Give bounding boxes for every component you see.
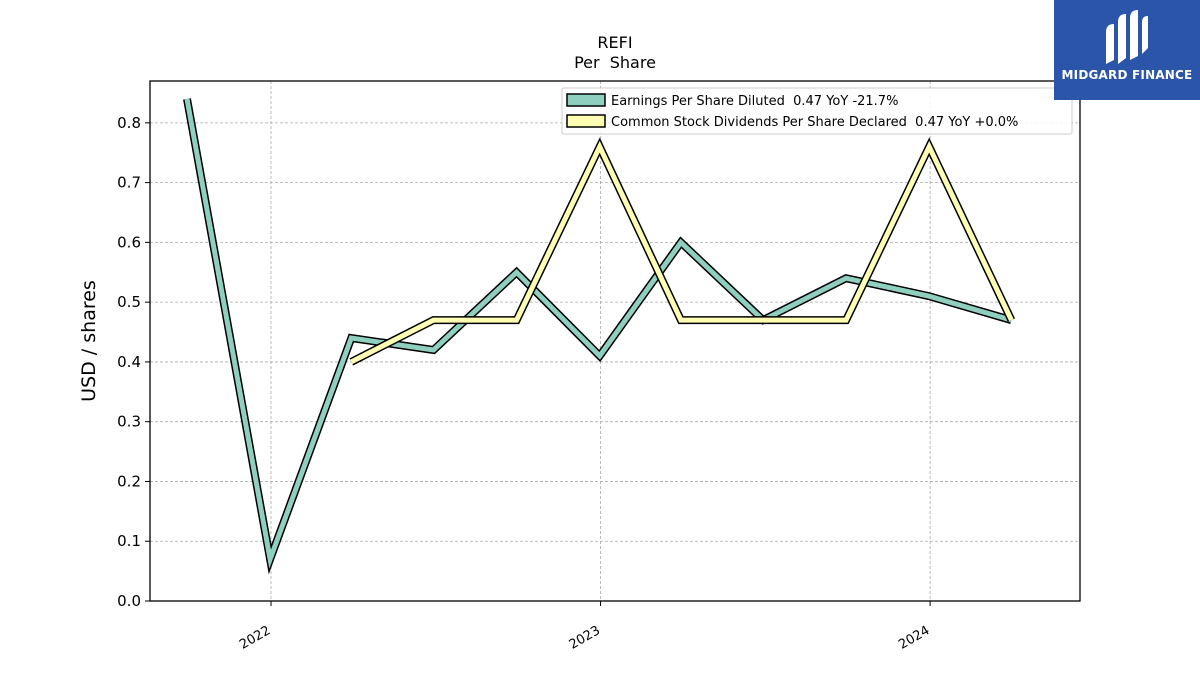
legend-label-dividends: Common Stock Dividends Per Share Declare…	[611, 115, 1018, 130]
y-tick-label: 0.6	[117, 233, 141, 251]
y-axis-label: USD / shares	[78, 280, 100, 402]
plot-frame	[149, 80, 1081, 602]
y-tick-label: 0.2	[117, 472, 141, 490]
midgard-logo-icon	[1106, 10, 1148, 64]
brand-logo: MIDGARD FINANCE	[1054, 0, 1200, 100]
x-tick-label: 2022	[237, 623, 273, 653]
series-dividends	[349, 137, 1016, 366]
legend-swatch-eps	[566, 93, 606, 107]
chart-title: REFI	[597, 33, 632, 52]
brand-name: MIDGARD FINANCE	[1061, 68, 1193, 82]
series-line	[184, 98, 1013, 569]
y-tick-label: 0.1	[117, 532, 141, 550]
y-tick-label: 0.4	[117, 353, 141, 371]
y-tick-label: 0.5	[117, 293, 141, 311]
legend: Earnings Per Share Diluted 0.47 YoY -21.…	[561, 87, 1073, 135]
series-eps	[183, 98, 1013, 575]
legend-swatch-dividends	[566, 114, 606, 128]
y-tick-label: 0.7	[117, 174, 141, 192]
axis-ticks: 0.0 0.1 0.2 0.3 0.4 0.5 0.6 0.7 0.8 2022 2023 2024	[117, 114, 932, 653]
y-tick-label: 0.8	[117, 114, 141, 132]
legend-box	[561, 87, 1073, 135]
x-tick-label: 2024	[896, 623, 932, 653]
x-tick-label: 2023	[567, 623, 603, 653]
legend-label-eps: Earnings Per Share Diluted 0.47 YoY -21.…	[611, 94, 898, 109]
y-tick-label: 0.3	[117, 413, 141, 431]
series-line-outline	[183, 98, 1013, 575]
y-tick-label: 0.0	[117, 592, 141, 610]
series-lines	[183, 98, 1016, 575]
series-line	[350, 140, 1014, 365]
chart-subtitle: Per Share	[574, 53, 656, 72]
